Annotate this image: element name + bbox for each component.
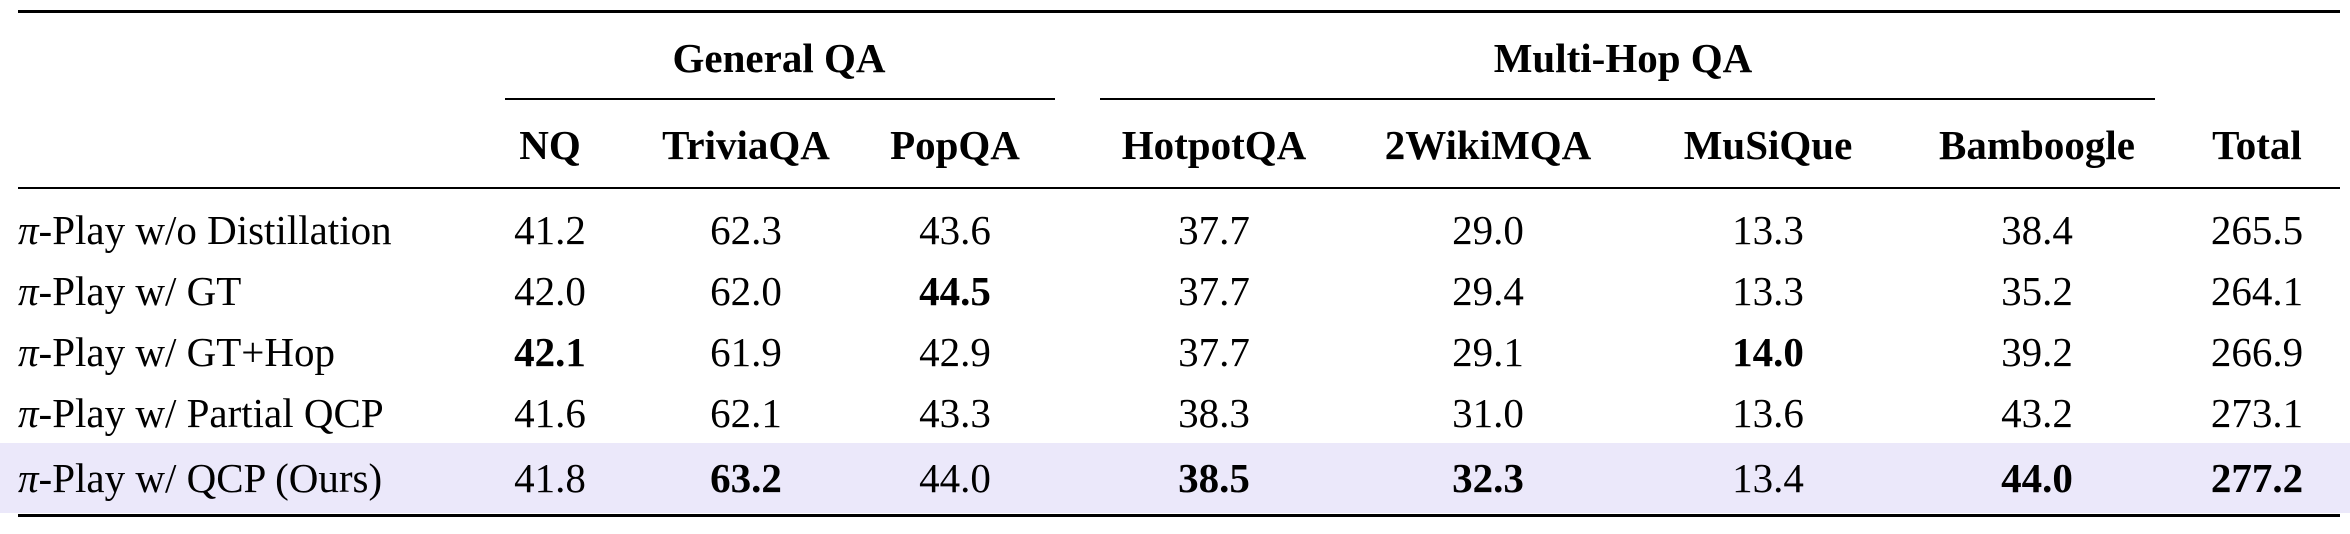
column-header-bamboogle: Bamboogle — [1939, 122, 2135, 168]
column-header-popqa: PopQA — [890, 122, 1020, 168]
column-header-nq: NQ — [519, 122, 581, 168]
table-cell: 38.5 — [1178, 455, 1250, 501]
table-cell: 41.6 — [514, 390, 586, 436]
table-cell: 39.2 — [2001, 329, 2073, 375]
top-rule — [18, 10, 2340, 13]
method-name-text: -Play w/ GT — [38, 268, 242, 314]
table-cell: 62.1 — [710, 390, 782, 436]
method-pi-symbol: π — [18, 455, 39, 501]
method-name-text: -Play w/ QCP (Ours) — [38, 455, 383, 501]
table-cell: 35.2 — [2001, 268, 2073, 314]
header-rule — [18, 187, 2340, 189]
table-cell: 38.3 — [1178, 390, 1250, 436]
table-cell: 44.0 — [2001, 455, 2073, 501]
method-pi-symbol: π — [18, 329, 39, 375]
general-qa-cmidrule — [505, 98, 1055, 100]
column-header-hotpotqa: HotpotQA — [1121, 122, 1307, 168]
method-pi-symbol: π — [18, 268, 39, 314]
table-cell: 43.2 — [2001, 390, 2073, 436]
bottom-rule — [18, 514, 2340, 517]
table-cell: 42.9 — [919, 329, 991, 375]
table-cell: 14.0 — [1732, 329, 1804, 375]
table-cell: 38.4 — [2001, 207, 2073, 253]
table-cell: 266.9 — [2210, 329, 2304, 375]
row-method-label: π-Play w/ GT — [18, 267, 241, 315]
multihop-qa-cmidrule — [1100, 98, 2155, 100]
table-cell: 37.7 — [1178, 207, 1250, 253]
table-cell: 61.9 — [710, 329, 782, 375]
column-header-triviaqa: TriviaQA — [662, 122, 830, 168]
method-pi-symbol: π — [18, 390, 39, 436]
highlighted-row-background — [0, 443, 2350, 513]
table-cell: 42.0 — [514, 268, 586, 314]
row-method-label: π-Play w/ Partial QCP — [18, 389, 384, 437]
table-cell: 29.0 — [1452, 207, 1524, 253]
method-name-text: -Play w/ Partial QCP — [38, 390, 384, 436]
column-header-musique: MuSiQue — [1683, 122, 1853, 168]
table-cell: 41.8 — [514, 455, 586, 501]
table-cell: 13.3 — [1732, 268, 1804, 314]
table-cell: 265.5 — [2210, 207, 2304, 253]
table-cell: 13.6 — [1732, 390, 1804, 436]
group-header-multihop-qa: Multi-Hop QA — [1493, 35, 1753, 81]
table-cell: 41.2 — [514, 207, 586, 253]
table-cell: 62.3 — [710, 207, 782, 253]
table-cell: 63.2 — [710, 455, 782, 501]
table-cell: 42.1 — [514, 329, 586, 375]
table-cell: 62.0 — [710, 268, 782, 314]
table-cell: 31.0 — [1452, 390, 1524, 436]
table-cell: 43.6 — [919, 207, 991, 253]
method-name-text: -Play w/ GT+Hop — [38, 329, 335, 375]
table-cell: 44.0 — [919, 455, 991, 501]
table-cell: 13.4 — [1732, 455, 1804, 501]
column-header-total: Total — [2212, 122, 2302, 168]
table-cell: 273.1 — [2210, 390, 2304, 436]
row-method-label: π-Play w/ GT+Hop — [18, 328, 335, 376]
table-cell: 277.2 — [2210, 455, 2304, 501]
table-cell: 13.3 — [1732, 207, 1804, 253]
method-name-text: -Play w/o Distillation — [38, 207, 392, 253]
table-cell: 29.4 — [1452, 268, 1524, 314]
row-method-label: π-Play w/o Distillation — [18, 206, 392, 254]
table-cell: 37.7 — [1178, 329, 1250, 375]
group-header-general-qa: General QA — [672, 35, 886, 81]
table-cell: 264.1 — [2210, 268, 2304, 314]
table-cell: 37.7 — [1178, 268, 1250, 314]
column-header-2wikimqa: 2WikiMQA — [1384, 122, 1592, 168]
table-cell: 44.5 — [919, 268, 991, 314]
row-method-label: π-Play w/ QCP (Ours) — [18, 454, 382, 502]
table-cell: 29.1 — [1452, 329, 1524, 375]
table-cell: 32.3 — [1452, 455, 1524, 501]
method-pi-symbol: π — [18, 207, 39, 253]
table-cell: 43.3 — [919, 390, 991, 436]
